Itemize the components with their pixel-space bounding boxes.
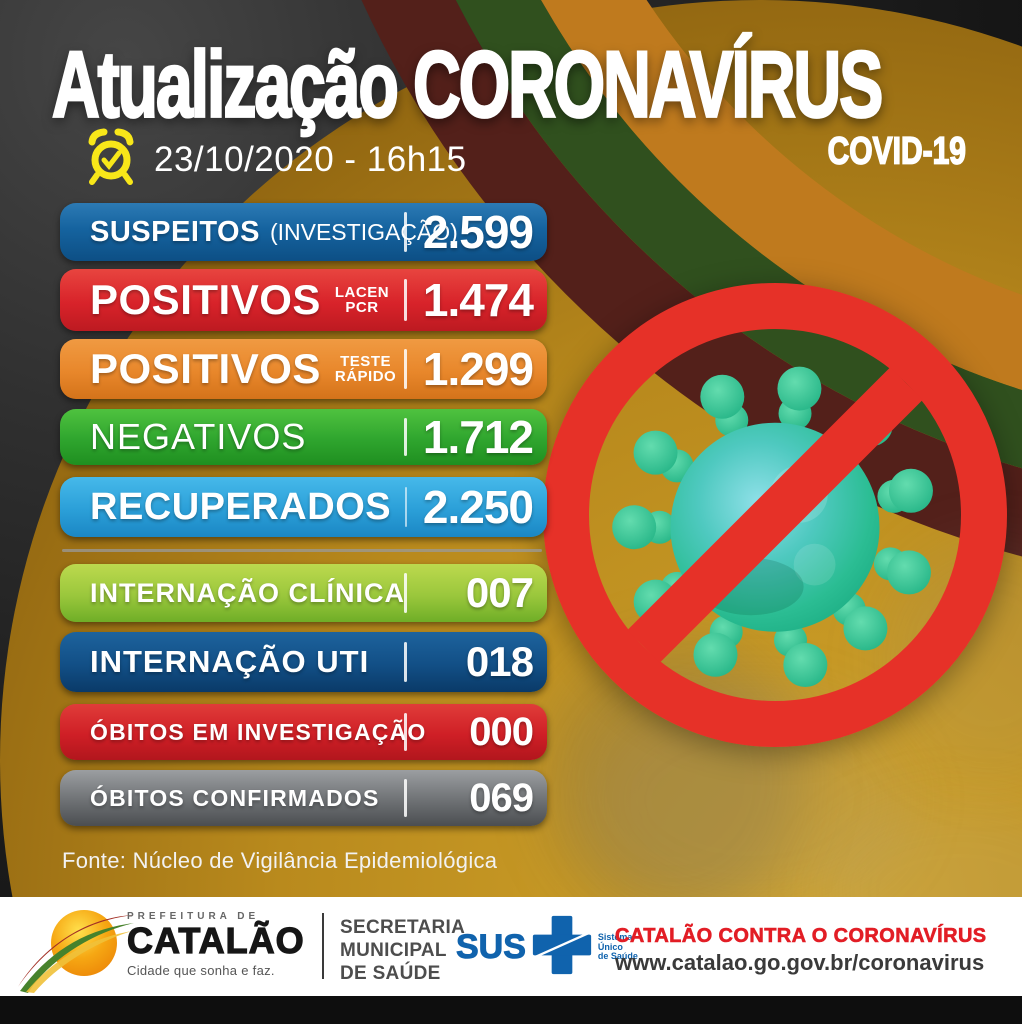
campaign-slogan: CATALÃO CONTRA O CORONAVÍRUS <box>615 925 987 948</box>
stat-value: 2.599 <box>422 206 534 258</box>
divider <box>404 573 407 613</box>
sus-logo: SUS Sistema Único de Saúde <box>456 915 638 980</box>
divider <box>404 641 407 683</box>
footer-bottom-bar <box>0 996 1022 1024</box>
page-title: Atualização CORONAVÍRUS <box>51 30 884 138</box>
stat-value: 007 <box>465 569 534 616</box>
stat-label: RECUPERADOS <box>90 485 392 528</box>
sus-cross-icon <box>531 915 593 980</box>
stat-positivos-lacen: POSITIVOS LACEN PCR 1.474 <box>60 269 547 331</box>
no-coronavirus-sign <box>543 283 1007 747</box>
website-link[interactable]: www.catalao.go.gov.br/coronavirus <box>615 950 985 975</box>
prefeitura-tagline: Cidade que sonha e faz. <box>127 962 275 978</box>
stat-label: ÓBITOS CONFIRMADOS <box>90 784 380 811</box>
footer: PREFEITURA DE CATALÃO Cidade que sonha e… <box>0 897 1022 996</box>
prefeitura-super: PREFEITURA DE <box>127 911 260 922</box>
secretaria-block: SECRETARIA MUNICIPAL DE SAÚDE <box>340 917 466 984</box>
stat-negativos: NEGATIVOS 1.712 <box>60 409 547 465</box>
stat-positivos-teste-rapido: POSITIVOS TESTE RÁPIDO 1.299 <box>60 339 547 399</box>
prefeitura-name: CATALÃO <box>126 920 305 961</box>
stat-label: INTERNAÇÃO CLÍNICA <box>90 577 405 608</box>
stats-panel: SUSPEITOS (INVESTIGAÇÃO) 2.599 POSITIVOS… <box>60 203 547 826</box>
sus-subtitle: Sistema Único de Saúde <box>597 931 638 962</box>
footer-divider <box>322 913 324 979</box>
prefeitura-block: PREFEITURA DE CATALÃO Cidade que sonha e… <box>126 911 305 978</box>
divider <box>404 778 407 818</box>
stat-value: 000 <box>469 709 534 754</box>
stat-sublabel: TESTE RÁPIDO <box>334 353 397 385</box>
source-note: Fonte: Núcleo de Vigilância Epidemiológi… <box>62 848 498 873</box>
stat-internacao-clinica: INTERNAÇÃO CLÍNICA 007 <box>60 564 547 622</box>
divider <box>404 417 407 457</box>
divider <box>404 712 407 752</box>
date-row: 23/10/2020 - 16h15 <box>84 128 467 191</box>
covid-19-label: COVID-19 <box>827 129 967 173</box>
stat-value: 069 <box>469 775 534 820</box>
catalao-logo <box>18 910 134 993</box>
stat-value: 018 <box>465 638 534 685</box>
stat-obitos-investigacao: ÓBITOS EM INVESTIGAÇÃO 000 <box>60 704 547 760</box>
divider <box>404 348 407 390</box>
stat-label: POSITIVOS <box>90 345 321 392</box>
stat-sublabel: LACEN PCR <box>334 284 390 316</box>
update-datetime: 23/10/2020 - 16h15 <box>154 139 467 179</box>
stat-obitos-confirmados: ÓBITOS CONFIRMADOS 069 <box>60 770 547 826</box>
sus-label: SUS <box>456 928 527 967</box>
divider <box>405 486 407 528</box>
stat-value: 1.474 <box>422 274 534 326</box>
stat-value: 1.712 <box>422 411 534 463</box>
stat-suspeitos: SUSPEITOS (INVESTIGAÇÃO) 2.599 <box>60 203 547 261</box>
campaign-block: CATALÃO CONTRA O CORONAVÍRUS www.catalao… <box>615 925 987 976</box>
stat-note: (INVESTIGAÇÃO) <box>269 218 458 245</box>
stat-label: ÓBITOS EM INVESTIGAÇÃO <box>90 718 427 745</box>
divider <box>404 278 407 322</box>
stat-value: 2.250 <box>422 481 534 533</box>
stat-label: POSITIVOS <box>90 276 321 323</box>
stat-label: INTERNAÇÃO UTI <box>90 644 370 679</box>
alarm-clock-icon <box>84 128 138 191</box>
stat-label: NEGATIVOS <box>90 416 307 457</box>
stat-recuperados: RECUPERADOS 2.250 <box>60 477 547 537</box>
stat-value: 1.299 <box>422 343 534 395</box>
stat-internacao-uti: INTERNAÇÃO UTI 018 <box>60 632 547 692</box>
section-divider <box>62 549 542 552</box>
divider <box>404 212 407 252</box>
stat-label: SUSPEITOS <box>90 215 260 248</box>
